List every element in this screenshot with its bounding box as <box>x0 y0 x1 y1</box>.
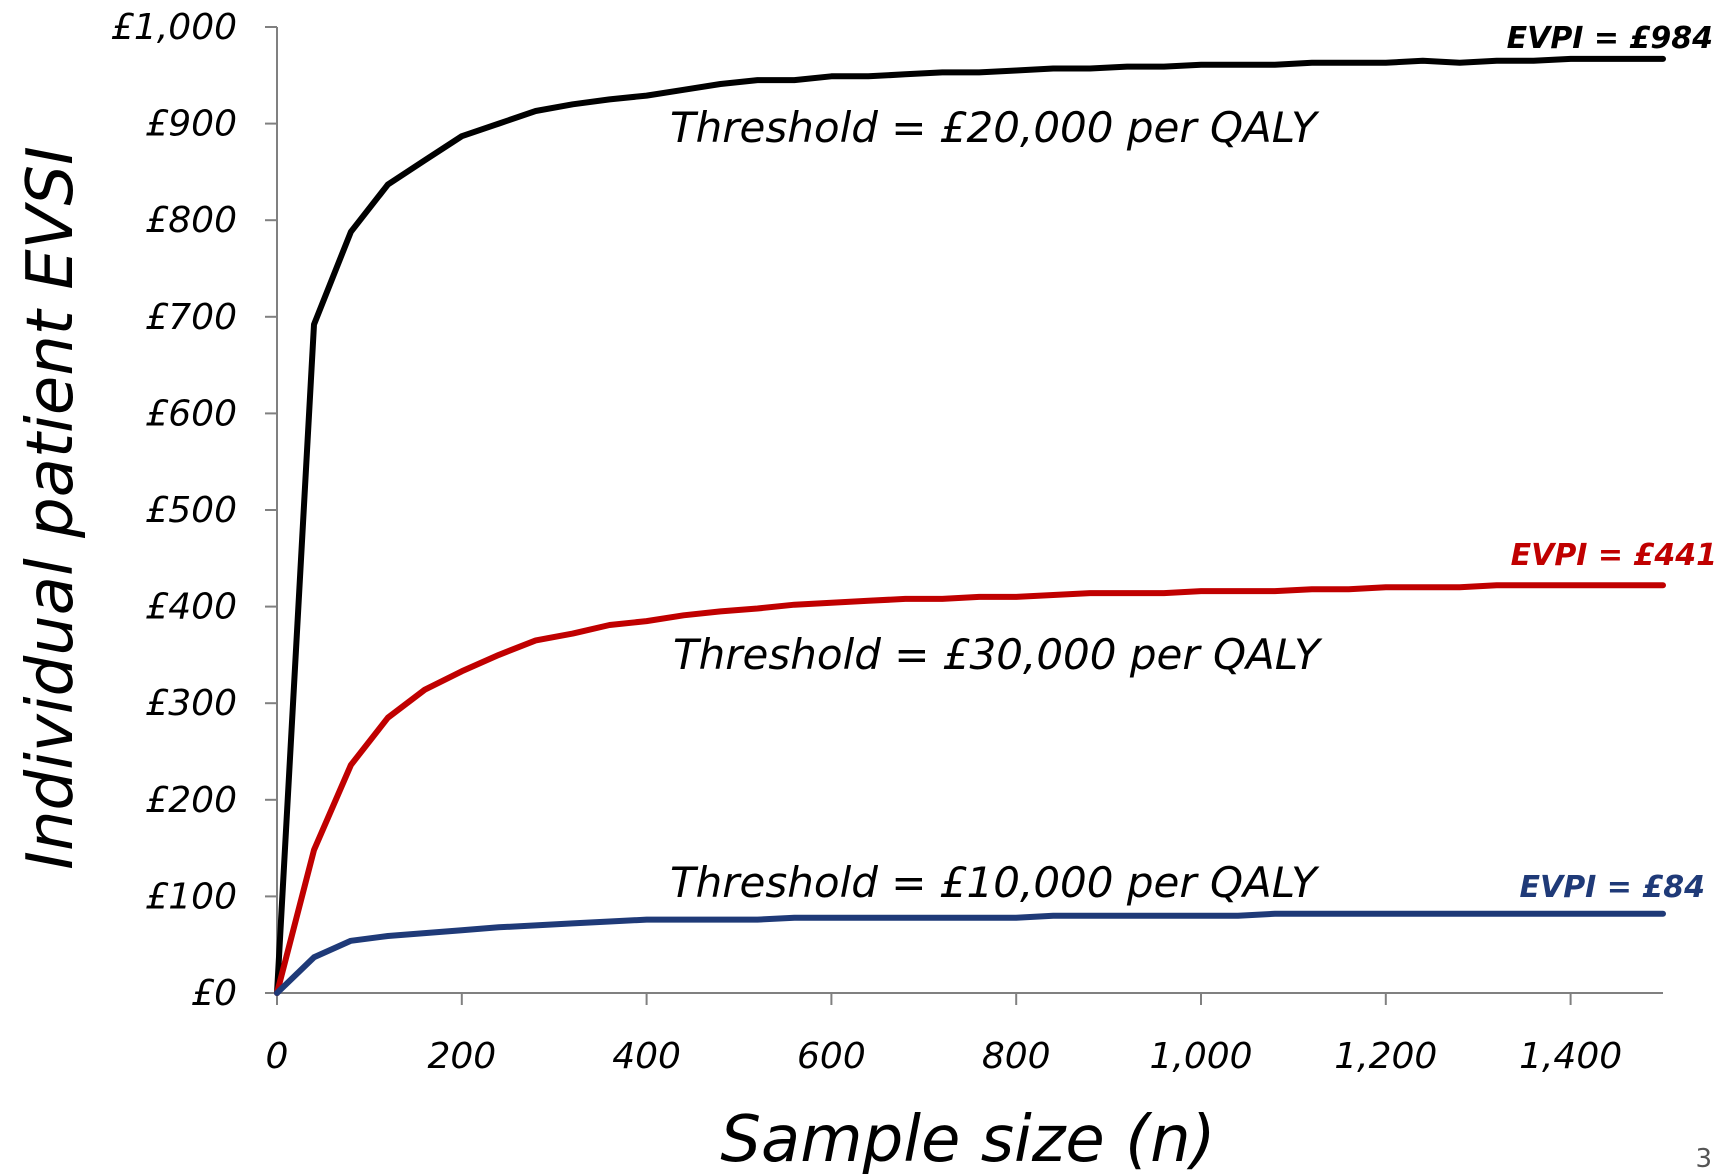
y-tick-label: £800 <box>145 200 237 241</box>
y-axis-ticks: £0 £100 £200 £300 £400 £500 £600 £700 £800 £900 £1… <box>111 7 277 1014</box>
annotation-threshold-10000: Threshold = £10,000 per QALY <box>670 858 1320 907</box>
y-tick-label: £500 <box>145 490 237 531</box>
series-lines <box>274 55 1666 996</box>
y-tick-label: £100 <box>145 876 237 917</box>
series-line-30000 <box>274 582 1666 996</box>
y-tick-label: £600 <box>145 393 237 434</box>
evpi-label-84: EVPI = £84 <box>1519 870 1705 905</box>
x-tick-label: 600 <box>797 1036 866 1077</box>
axes <box>276 27 1663 994</box>
evpi-label-441: EVPI = £441 <box>1511 538 1717 573</box>
x-tick-label: 1,000 <box>1149 1036 1252 1077</box>
x-tick-label: 800 <box>982 1036 1051 1077</box>
x-tick-label: 400 <box>612 1036 681 1077</box>
x-tick-label: 1,400 <box>1519 1036 1622 1077</box>
annotation-threshold-30000: Threshold = £30,000 per QALY <box>673 630 1323 679</box>
x-tick-label: 200 <box>427 1036 496 1077</box>
y-tick-label: £700 <box>145 297 237 338</box>
series-line-10000 <box>274 910 1666 996</box>
series-line-20000 <box>274 55 1666 996</box>
y-axis-title: Individual patient EVSI <box>14 146 88 870</box>
y-tick-label: £900 <box>145 104 237 145</box>
y-tick-label: £200 <box>145 780 237 821</box>
x-tick-label: 0 <box>266 1036 289 1077</box>
y-tick-label: £1,000 <box>111 7 237 48</box>
y-tick-label: £400 <box>145 587 237 628</box>
y-tick-label: £300 <box>145 683 237 724</box>
page-number: 3 <box>1695 1144 1712 1174</box>
annotation-threshold-20000: Threshold = £20,000 per QALY <box>670 103 1320 152</box>
x-axis-title: Sample size (n) <box>720 1103 1215 1175</box>
x-tick-label: 1,200 <box>1334 1036 1437 1077</box>
evpi-label-984: EVPI = £984 <box>1507 21 1713 56</box>
x-axis-ticks: 0 200 400 600 800 1,000 1,200 1,400 <box>266 993 1622 1077</box>
y-tick-label: £0 <box>191 973 237 1014</box>
